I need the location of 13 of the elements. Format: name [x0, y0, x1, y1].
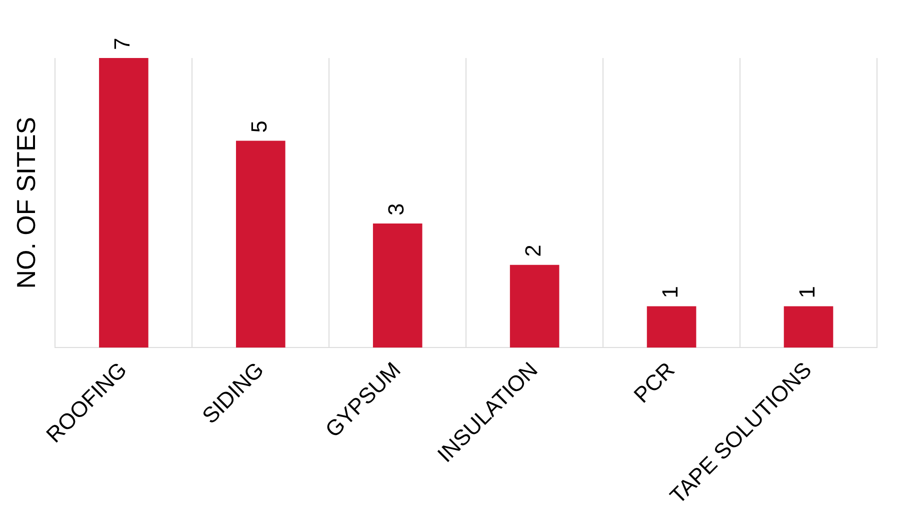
data-label: 1 [658, 286, 683, 298]
bar [510, 264, 560, 348]
bar [372, 224, 422, 348]
y-axis-title: NO. OF SITES [10, 116, 41, 289]
data-label: 2 [520, 244, 546, 257]
data-label: 7 [110, 38, 135, 50]
data-label: 1 [794, 286, 820, 298]
bar [784, 306, 834, 348]
bar [236, 140, 286, 348]
data-label: 3 [384, 203, 409, 216]
data-label: 5 [246, 120, 272, 133]
bar [646, 306, 696, 348]
bar [99, 58, 148, 348]
